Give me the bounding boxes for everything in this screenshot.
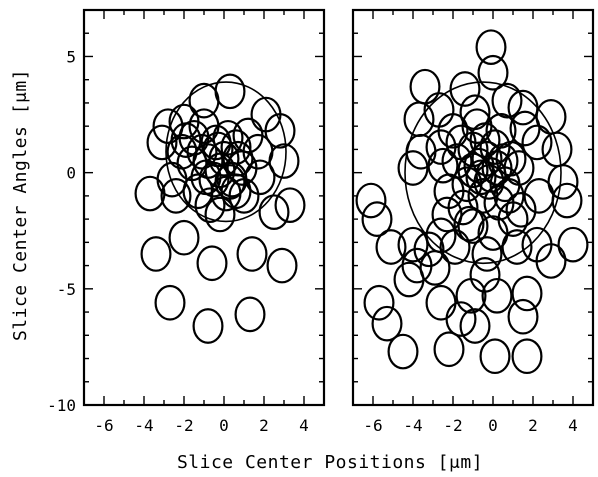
x-tick-label: 4: [568, 416, 578, 435]
x-tick-label: -4: [134, 416, 153, 435]
data-point: [194, 309, 223, 342]
data-point: [136, 177, 165, 210]
y-tick-label: -5: [57, 280, 76, 299]
right-panel: -6 -4 -2 0 2 4: [353, 10, 593, 435]
data-point: [216, 75, 245, 108]
data-point: [389, 335, 418, 368]
y-tick-label: 5: [66, 47, 76, 66]
data-layer: [136, 75, 305, 343]
y-tick-label: 0: [66, 164, 76, 183]
x-tick-label: 0: [488, 416, 498, 435]
data-point: [559, 228, 588, 261]
data-point: [365, 286, 394, 319]
data-layer: [357, 30, 588, 372]
data-point: [170, 221, 199, 254]
data-point: [357, 184, 386, 217]
data-point: [495, 179, 524, 212]
data-point: [493, 84, 522, 117]
data-point: [427, 286, 456, 319]
data-point: [222, 175, 251, 208]
data-point: [268, 249, 297, 282]
y-tick-label: -10: [47, 396, 76, 415]
data-point: [190, 84, 219, 117]
x-tick-label: -2: [443, 416, 462, 435]
data-point: [421, 251, 450, 284]
y-axis-label: Slice Center Angles [μm]: [10, 69, 31, 341]
x-tick-label: -6: [363, 416, 382, 435]
x-tick-label: -6: [94, 416, 113, 435]
left-panel: -6 -4 -2 0 2 4 5 0 -5 -10: [47, 10, 324, 435]
x-tick-label: -2: [174, 416, 193, 435]
x-tick-label: 2: [528, 416, 538, 435]
x-axis-label: Slice Center Positions [μm]: [177, 452, 483, 473]
data-point: [156, 286, 185, 319]
x-tick-label: -4: [403, 416, 422, 435]
data-point: [481, 339, 510, 372]
data-point: [206, 198, 235, 231]
data-point: [411, 70, 440, 103]
data-point: [513, 277, 542, 310]
data-point: [238, 237, 267, 270]
data-point: [198, 247, 227, 280]
data-point: [543, 133, 572, 166]
x-tick-label: 2: [259, 416, 269, 435]
data-point: [142, 237, 171, 270]
data-point: [405, 102, 434, 135]
data-point: [513, 339, 542, 372]
data-point: [236, 298, 265, 331]
data-point: [435, 333, 464, 366]
data-point: [276, 188, 305, 221]
data-point: [260, 195, 289, 228]
data-point: [509, 300, 538, 333]
x-tick-label: 4: [299, 416, 309, 435]
x-tick-label: 0: [219, 416, 229, 435]
